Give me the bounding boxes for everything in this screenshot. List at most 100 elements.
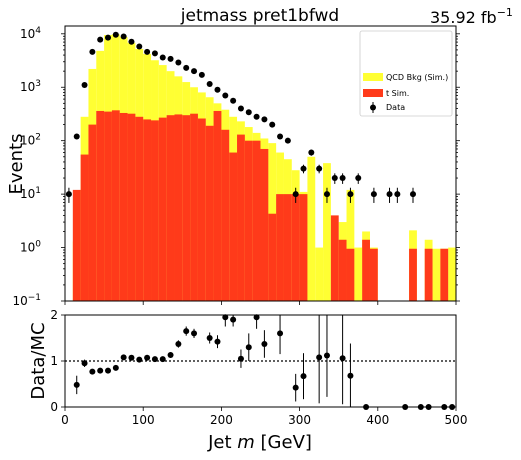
ttbar-bin-bar xyxy=(174,114,183,301)
main-plot-frame xyxy=(64,25,457,302)
x-tick-label: 300 xyxy=(288,413,311,427)
ttbar-bin-bar xyxy=(80,154,89,301)
data-point xyxy=(237,105,244,112)
data-point xyxy=(191,68,198,75)
legend-label-ttbar: t Sim. xyxy=(386,89,409,98)
ratio-point xyxy=(89,368,96,375)
ttbar-bin-bar xyxy=(440,248,449,301)
data-point xyxy=(300,165,307,172)
main-y-tick-label: 102 xyxy=(20,133,41,148)
ratio-point xyxy=(175,340,182,347)
legend-marker-data xyxy=(370,104,376,111)
data-point xyxy=(167,55,174,62)
legend: QCD Bkg (Sim.) t Sim. Data xyxy=(359,30,453,117)
data-point xyxy=(112,31,119,38)
main-y-tick-label: 101 xyxy=(20,186,41,201)
ratio-point xyxy=(81,360,88,367)
main-y-axis-label: Events xyxy=(6,134,27,195)
data-point xyxy=(394,191,401,198)
ratio-point xyxy=(144,354,151,361)
luminosity-value: 35.92 fb xyxy=(430,8,497,27)
ttbar-bin-bar xyxy=(119,112,128,301)
data-point xyxy=(347,191,354,198)
data-point xyxy=(73,133,80,140)
main-y-tick-label: 100 xyxy=(20,240,41,255)
data-point xyxy=(175,59,182,66)
ratio-point xyxy=(167,352,174,359)
data-point xyxy=(136,43,143,50)
data-point xyxy=(331,175,338,182)
ttbar-bin-bar xyxy=(182,115,191,301)
ttbar-bin-bar xyxy=(299,194,308,301)
data-point xyxy=(159,54,166,61)
data-point xyxy=(222,92,229,99)
ratio-point xyxy=(159,356,166,363)
ttbar-bin-bar xyxy=(111,110,120,301)
qcd-bin-bar xyxy=(346,189,355,301)
ttbar-bin-bar xyxy=(291,194,300,301)
data-point xyxy=(151,50,158,57)
ttbar-bin-bar xyxy=(158,117,167,302)
data-point xyxy=(355,175,362,182)
legend-swatch-qcd xyxy=(363,73,383,81)
ratio-point xyxy=(214,338,221,345)
ttbar-bin-bar xyxy=(205,125,214,302)
ttbar-bin-bar xyxy=(276,194,284,301)
data-point xyxy=(261,116,268,123)
ratio-point xyxy=(128,354,135,361)
ttbar-bin-bar xyxy=(346,248,355,301)
ratio-point xyxy=(105,367,112,374)
ttbar-bin-bar xyxy=(330,215,339,301)
ttbar-bin-bar xyxy=(244,140,253,301)
ratio-point xyxy=(245,344,252,351)
ttbar-bin-bar xyxy=(260,148,269,301)
data-point xyxy=(198,71,205,78)
data-point xyxy=(386,191,393,198)
ttbar-bin-bar xyxy=(409,248,417,301)
main-plot-area: 10−1 100 101 102 103 104 xyxy=(12,25,460,308)
qcd-bin-bar xyxy=(323,163,331,301)
main-y-tick-label: 104 xyxy=(20,26,41,41)
ttbar-bin-bar xyxy=(252,140,261,301)
ttbar-bin-bar xyxy=(143,119,152,302)
legend-swatch-ttbar xyxy=(363,89,383,97)
data-point xyxy=(120,33,127,40)
ttbar-bin-bar xyxy=(268,213,277,301)
x-tick-label: 200 xyxy=(210,413,233,427)
data-point xyxy=(144,48,151,55)
ratio-point xyxy=(191,330,198,337)
data-point xyxy=(409,191,416,198)
ratio-point xyxy=(120,354,127,361)
qcd-bin-bar xyxy=(432,248,441,301)
data-point xyxy=(81,82,88,89)
data-point xyxy=(308,149,315,156)
ratio-point xyxy=(222,314,229,321)
data-point xyxy=(323,191,330,198)
ratio-point xyxy=(316,354,323,361)
ttbar-bin-bar xyxy=(197,118,206,301)
ratio-point xyxy=(136,356,143,363)
ratio-point xyxy=(97,367,104,374)
ttbar-bin-bar xyxy=(338,239,347,301)
ttbar-bin-bar xyxy=(151,120,159,301)
qcd-bin-bar xyxy=(307,156,316,301)
data-point xyxy=(97,36,104,43)
ratio-point xyxy=(261,340,268,347)
ratio-y-tick-label: 1 xyxy=(50,354,58,368)
qcd-bin-bar xyxy=(354,247,363,301)
ttbar-bin-bar xyxy=(166,115,175,301)
luminosity-exponent: −1 xyxy=(497,6,513,19)
ratio-y-tick-label: 0 xyxy=(50,400,58,414)
x-tick-label: 0 xyxy=(61,413,69,427)
x-tick-label: 100 xyxy=(132,413,155,427)
ttbar-bin-bar xyxy=(237,134,245,301)
ratio-point xyxy=(206,335,213,341)
qcd-bin-bar xyxy=(315,247,324,301)
ttbar-bin-bar xyxy=(72,189,81,301)
x-axis-label-variable: m xyxy=(237,432,255,453)
ratio-point xyxy=(112,364,119,371)
ttbar-bin-bar xyxy=(424,248,433,301)
x-tick-label: 500 xyxy=(445,413,468,427)
ratio-y-axis-label: Data/MC xyxy=(28,322,49,399)
data-point xyxy=(284,137,291,144)
